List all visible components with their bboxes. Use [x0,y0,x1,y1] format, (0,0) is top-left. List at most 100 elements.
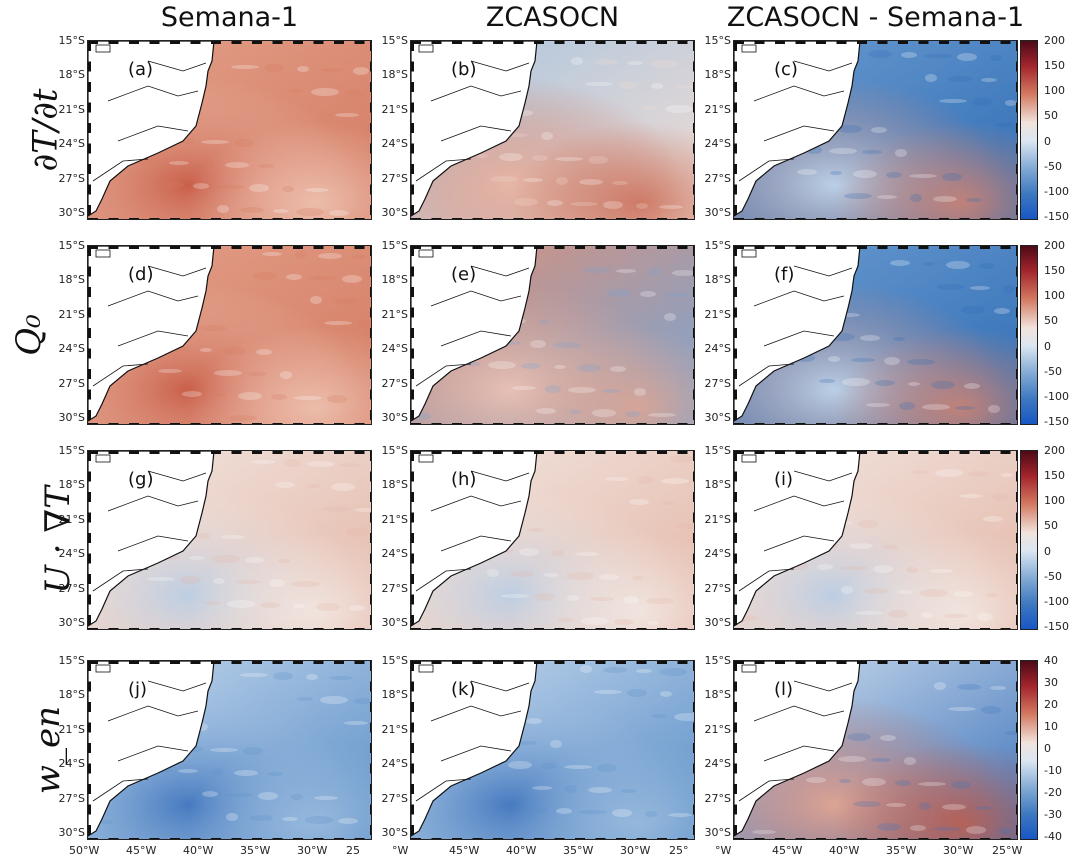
inset-box [418,44,434,53]
field-texture [227,600,255,608]
frame-tick [149,451,160,454]
frame-tick [836,451,847,454]
frame-tick [88,369,91,379]
frame-tick [693,784,694,794]
frame-tick [657,41,667,44]
frame-tick [88,61,91,72]
frame-tick [734,594,737,605]
lat-tick-label: 27°S [704,376,731,390]
field-texture [873,565,893,573]
state-border [415,363,472,387]
frame-tick [595,423,606,424]
frame-tick [334,218,344,219]
frame-tick [595,451,606,454]
frame-tick [1000,218,1011,219]
lat-tick-label: 27°S [704,581,731,595]
field-texture [353,67,369,75]
field-texture [310,296,322,304]
frame-tick [693,743,694,753]
field-texture [855,611,883,615]
frame-tick [795,628,806,629]
field-texture [616,269,636,273]
lon-tick-label: 40°W [829,844,860,857]
frame-tick [877,41,888,44]
field-texture [955,406,975,410]
frame-tick [108,661,119,664]
frame-tick [657,661,667,664]
frame-tick [918,423,929,424]
frame-tick [411,389,414,400]
frame-tick [472,628,483,629]
map-panel: (c) [733,40,1018,220]
frame-tick [88,348,91,359]
field-texture [838,756,866,762]
frame-tick [898,218,908,219]
lon-tick-label: °W [715,844,732,857]
field-texture [674,85,694,89]
frame-tick [1016,784,1017,794]
frame-tick [816,661,826,664]
frame-tick [1016,471,1017,482]
frame-tick [88,451,98,454]
frame-tick [334,628,344,629]
lat-tick-label: 18°S [704,688,731,702]
field-texture [295,251,307,259]
field-texture [335,113,359,117]
frame-tick [1000,628,1011,629]
field-texture [890,260,910,266]
field-texture [311,88,339,96]
frame-tick [88,838,98,839]
field-texture [659,668,687,676]
frame-tick [734,492,737,502]
frame-tick [554,41,565,44]
frame-tick [211,451,221,454]
field-texture [508,133,528,137]
frame-tick [575,661,585,664]
frame-tick [693,246,694,256]
frame-tick [411,82,414,92]
state-border [415,158,472,182]
field-texture [202,160,214,168]
frame-tick [734,451,737,461]
frame-tick [1016,61,1017,72]
field-map [734,451,1017,629]
frame-tick [754,218,765,219]
field-texture [975,806,991,810]
frame-tick [693,722,694,733]
frame-tick [959,41,970,44]
frame-tick [636,41,647,44]
state-border [440,125,512,142]
field-texture [944,614,968,618]
frame-tick [775,218,785,219]
frame-tick [472,661,483,664]
frame-tick [411,410,414,420]
frame-tick [272,838,283,839]
field-texture [288,89,304,93]
frame-tick [693,143,694,154]
frame-tick [1016,553,1017,564]
frame-tick [88,825,91,835]
lat-tick-label: 21°S [58,102,85,116]
field-texture [178,769,198,773]
field-texture [215,393,227,397]
field-texture [948,76,972,82]
frame-tick [334,451,344,454]
frame-tick [149,41,160,44]
colorbar-tick-label: 0 [1044,339,1051,353]
field-texture [868,50,892,58]
frame-tick [190,246,201,249]
frame-tick [693,681,694,692]
field-texture [349,605,365,611]
row-label: w_en [4,700,68,800]
frame-tick [677,218,688,219]
frame-tick [370,825,371,835]
lat-tick-label: 30°S [58,616,85,629]
field-texture [627,61,643,65]
state-border [107,290,199,307]
frame-tick [431,628,442,629]
frame-tick [836,246,847,249]
field-texture [933,827,961,831]
state-border [753,705,845,722]
frame-tick [836,628,847,629]
field-texture [583,267,611,273]
